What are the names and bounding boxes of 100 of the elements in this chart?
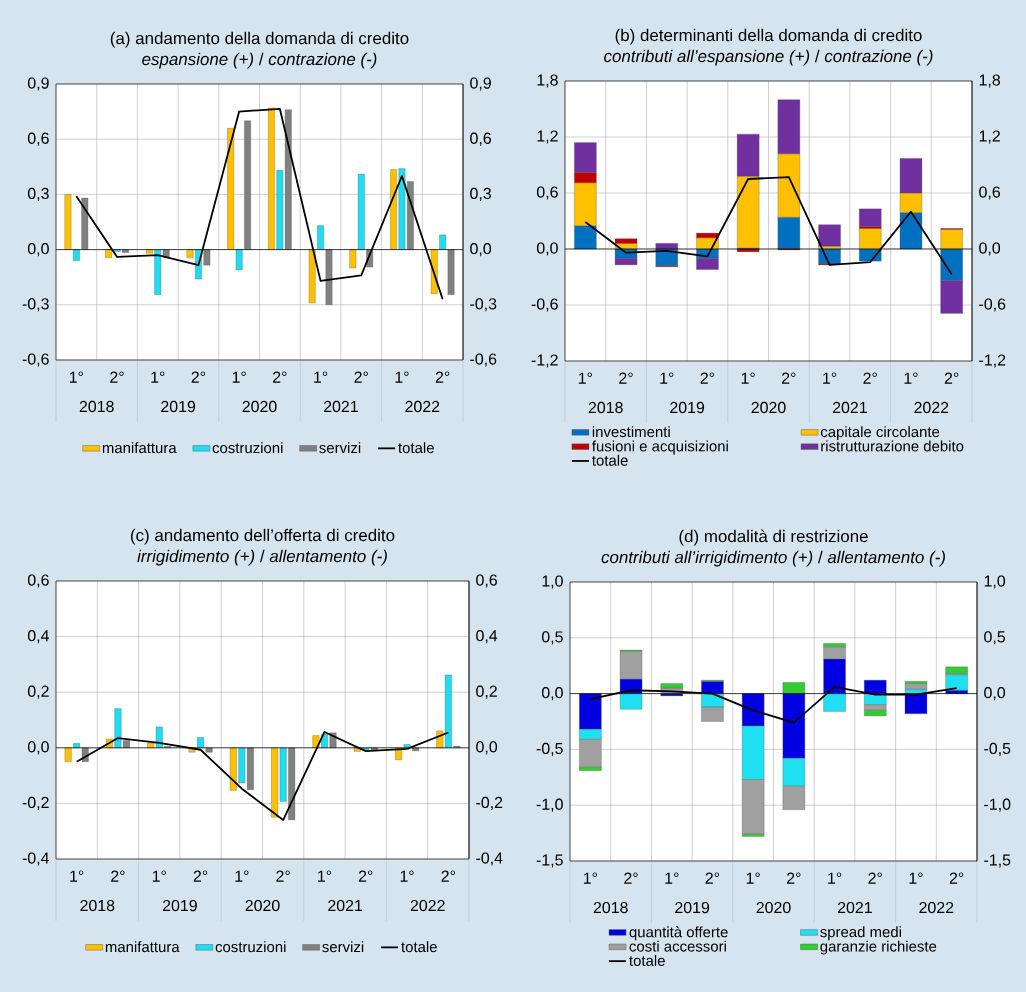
y2-tick-label: 0,0	[984, 687, 1006, 701]
legend-label: totale	[398, 442, 434, 454]
x-tick-label: 2°	[700, 372, 715, 384]
y-tick-label: 0,4	[27, 630, 50, 644]
y-tick-label: 0,9	[27, 77, 49, 91]
y-tick-label: 1,0	[542, 575, 563, 589]
text: 2020	[756, 901, 791, 914]
text: 2018	[80, 899, 115, 912]
y2-tick-label: 0,3	[470, 187, 491, 201]
y2-tick-label: -0,5	[984, 742, 1011, 756]
y-tick-label: -1,2	[531, 354, 558, 368]
y-tick-label: 0,6	[27, 574, 49, 588]
legend-label: manifattura	[102, 442, 177, 454]
text: 2018	[588, 401, 623, 414]
y-tick-label: -1,5	[536, 854, 563, 868]
text: 2021	[323, 400, 358, 413]
text: 2021	[837, 901, 872, 914]
y-tick-label: -0,2	[22, 796, 49, 810]
x-tick-label: 1°	[151, 371, 165, 383]
x-tick-label: 2°	[191, 371, 206, 383]
legend-label: investimenti	[592, 426, 670, 438]
y2-tick-label: 1,0	[984, 575, 1006, 589]
x-tick-label: 1°	[152, 870, 166, 882]
text: 2022	[914, 401, 949, 414]
x-tick-label: 2°	[944, 372, 959, 384]
text: 2020	[245, 899, 280, 912]
x-tick-label: 2°	[354, 371, 368, 383]
x-tick-label: 1°	[578, 372, 593, 384]
text: 2021	[832, 401, 867, 414]
legend-label: ristrutturazione debito	[821, 440, 964, 452]
y2-tick-label: -0,3	[470, 298, 497, 312]
y2-tick-label: -1,0	[984, 798, 1011, 812]
x-tick-label: 1°	[235, 870, 249, 882]
legend-label: manifattura	[105, 941, 180, 953]
x-tick-label: 2°	[110, 371, 124, 383]
y-tick-label: 0,6	[27, 132, 49, 146]
chart-title: (b) determinanti della domanda di credito	[615, 28, 922, 45]
y-tick-label: -0,3	[22, 298, 49, 312]
y2-tick-label: 0,0	[470, 243, 492, 257]
x-tick-label: 1°	[314, 371, 328, 383]
text: 2022	[410, 899, 445, 912]
legend-label: servizi	[322, 941, 364, 953]
x-tick-label: 2°	[782, 372, 796, 384]
x-tick-label: 1°	[828, 872, 842, 884]
y-tick-label: 0,0	[27, 741, 49, 755]
y-tick-label: 0,5	[541, 631, 563, 645]
text: 2018	[79, 400, 114, 413]
x-tick-label: 2°	[705, 872, 720, 884]
y2-tick-label: 0,0	[979, 242, 1001, 256]
y-tick-label: -0,6	[531, 298, 558, 312]
y2-tick-label: -1,5	[984, 854, 1011, 868]
x-tick-label: 1°	[741, 372, 755, 384]
text: 2019	[161, 400, 196, 413]
y-tick-label: 1,8	[537, 74, 558, 88]
y2-tick-label: 0,5	[984, 631, 1006, 645]
legend-label: garanzie richieste	[820, 940, 937, 955]
x-tick-label: 1°	[69, 371, 84, 383]
x-tick-label: 1°	[318, 870, 332, 882]
x-tick-label: 1°	[904, 372, 918, 384]
text: 2020	[242, 400, 277, 413]
chart-subtitle: contributi all’irrigidimento (+) / allentamento (-)	[601, 550, 945, 567]
y-tick-label: -0,4	[22, 852, 50, 866]
chart-title: (d) modalità di restrizione	[679, 529, 868, 546]
x-tick-label: 1°	[665, 872, 679, 884]
text: 2018	[593, 901, 628, 914]
y-tick-label: 1,2	[537, 130, 558, 144]
chart-subtitle: espansione (+) / contrazione (-)	[142, 52, 377, 69]
y-tick-label: 0,0	[27, 243, 49, 257]
chart-subtitle: irrigidimento (+) / allentamento (-)	[137, 549, 387, 566]
x-tick-label: 2°	[624, 872, 638, 884]
y2-tick-label: -0,6	[470, 353, 497, 367]
text: 2019	[670, 401, 705, 414]
legend-label: totale	[401, 941, 437, 953]
y2-tick-label: 0,2	[476, 685, 497, 699]
y-tick-label: 0,0	[536, 242, 558, 256]
x-tick-label: 2°	[863, 372, 877, 384]
y2-tick-label: 0,6	[979, 186, 1000, 200]
y2-tick-label: 0,0	[476, 741, 498, 755]
x-tick-label: 2°	[276, 870, 290, 882]
legend-label: capitale circolante	[820, 426, 940, 441]
y-tick-label: -0,5	[536, 742, 563, 756]
legend-label: totale	[592, 454, 628, 466]
x-tick-label: 1°	[583, 872, 598, 884]
chart-title: (a) andamento della domanda di credito	[110, 31, 409, 48]
y-tick-label: -0,6	[22, 353, 49, 367]
y2-tick-label: -1,2	[979, 354, 1006, 368]
chart-subtitle: contributi all’espansione (+) / contrazione (-)	[604, 49, 933, 66]
text: 2022	[919, 901, 954, 914]
legend-label: costruzioni	[215, 941, 286, 953]
legend-label: costruzioni	[212, 442, 283, 454]
x-tick-label: 2°	[441, 870, 456, 882]
legend-label: fusioni e acquisizioni	[592, 440, 728, 455]
legend-label: totale	[629, 954, 665, 966]
y2-tick-label: 1,8	[979, 74, 1000, 88]
legend-label: quantità offerte	[629, 926, 728, 941]
text: 2020	[751, 401, 786, 414]
y2-tick-label: 0,4	[476, 630, 498, 644]
x-tick-label: 2°	[787, 872, 801, 884]
y2-tick-label: -0,2	[476, 796, 503, 810]
x-tick-label: 1°	[746, 872, 760, 884]
